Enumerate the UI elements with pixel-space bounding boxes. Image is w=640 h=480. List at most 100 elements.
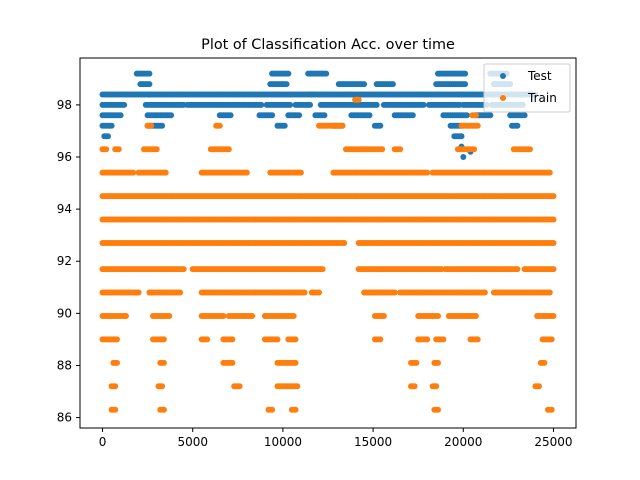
data-point	[435, 313, 441, 319]
y-tick-label: 98	[57, 98, 72, 112]
data-point	[290, 313, 297, 319]
data-point	[411, 383, 418, 390]
data-point	[361, 81, 368, 88]
series-train	[99, 96, 557, 413]
data-point	[287, 101, 294, 108]
data-point	[166, 313, 173, 319]
x-tick-label: 20000	[444, 435, 482, 449]
data-point	[114, 359, 120, 366]
data-point	[474, 336, 481, 343]
data-point	[413, 359, 420, 366]
data-point	[249, 313, 256, 319]
data-point	[160, 359, 167, 366]
x-tick-label: 5000	[177, 435, 208, 449]
data-point	[103, 146, 110, 153]
data-point	[153, 146, 160, 153]
legend-marker-train	[500, 95, 506, 101]
data-point	[115, 146, 122, 153]
data-point	[550, 193, 557, 200]
data-point	[440, 336, 447, 343]
data-point	[146, 70, 153, 77]
y-tick-label: 86	[57, 411, 72, 425]
data-point	[162, 169, 169, 176]
data-point	[472, 313, 479, 319]
data-point	[121, 101, 128, 108]
data-point	[420, 101, 427, 108]
data-point	[536, 383, 542, 390]
data-point	[321, 112, 328, 119]
data-point	[297, 169, 304, 176]
data-point	[294, 383, 301, 390]
data-point	[521, 112, 528, 119]
data-point	[204, 336, 211, 343]
data-point	[135, 289, 142, 296]
data-point	[527, 146, 533, 153]
data-point	[292, 359, 299, 366]
data-point	[227, 112, 234, 119]
data-point	[285, 70, 292, 77]
data-point	[514, 266, 521, 273]
data-point	[180, 266, 187, 273]
data-point	[160, 336, 167, 343]
x-tick-label: 25000	[534, 435, 572, 449]
data-point	[168, 112, 175, 119]
data-point	[355, 96, 362, 103]
y-tick-label: 88	[57, 358, 72, 372]
y-tick-label: 90	[57, 306, 72, 320]
data-point	[472, 112, 479, 119]
legend: Test Train	[483, 63, 571, 113]
legend-marker-test	[500, 73, 506, 79]
data-point	[458, 133, 465, 140]
y-tick-label: 94	[57, 202, 72, 216]
data-point	[389, 81, 396, 88]
data-point	[229, 336, 236, 343]
data-point	[108, 122, 115, 129]
data-point	[159, 383, 166, 390]
data-point	[236, 383, 243, 390]
data-point	[130, 169, 137, 176]
data-point	[433, 383, 440, 390]
data-point	[471, 146, 478, 153]
legend-label-test: Test	[527, 69, 552, 83]
chart-title: Plot of Classification Acc. over time	[201, 37, 455, 53]
data-point	[146, 81, 153, 88]
axes-frame	[79, 57, 577, 429]
x-axis-ticks: 0 5000 10000 15000 20000 25000	[99, 428, 573, 449]
data-point	[177, 289, 184, 296]
data-point	[269, 112, 276, 119]
data-point	[380, 313, 387, 319]
data-point	[216, 122, 223, 129]
data-point	[323, 70, 330, 77]
data-point	[550, 216, 557, 223]
data-point	[424, 336, 431, 343]
data-point	[548, 336, 555, 343]
legend-box	[483, 63, 571, 113]
data-point	[541, 359, 548, 366]
x-tick-label: 0	[99, 435, 107, 449]
data-point	[487, 112, 494, 119]
data-point	[229, 359, 236, 366]
data-point	[105, 133, 111, 140]
data-point	[481, 289, 488, 296]
data-point	[292, 406, 299, 413]
data-point	[148, 122, 155, 129]
data-point	[258, 101, 265, 108]
y-tick-label: 96	[57, 150, 72, 164]
data-point	[462, 81, 469, 88]
data-point	[550, 266, 557, 273]
data-point	[301, 289, 308, 296]
data-point	[292, 336, 299, 343]
data-point	[409, 112, 416, 119]
data-point	[319, 266, 326, 273]
data-point	[269, 406, 276, 413]
data-point	[373, 101, 380, 108]
data-point	[424, 169, 431, 176]
data-point	[112, 383, 119, 390]
data-point	[462, 70, 469, 77]
data-point	[341, 240, 348, 246]
data-point	[377, 122, 384, 129]
points-layer	[99, 70, 557, 413]
legend-label-train: Train	[527, 91, 557, 105]
data-point	[117, 112, 124, 119]
